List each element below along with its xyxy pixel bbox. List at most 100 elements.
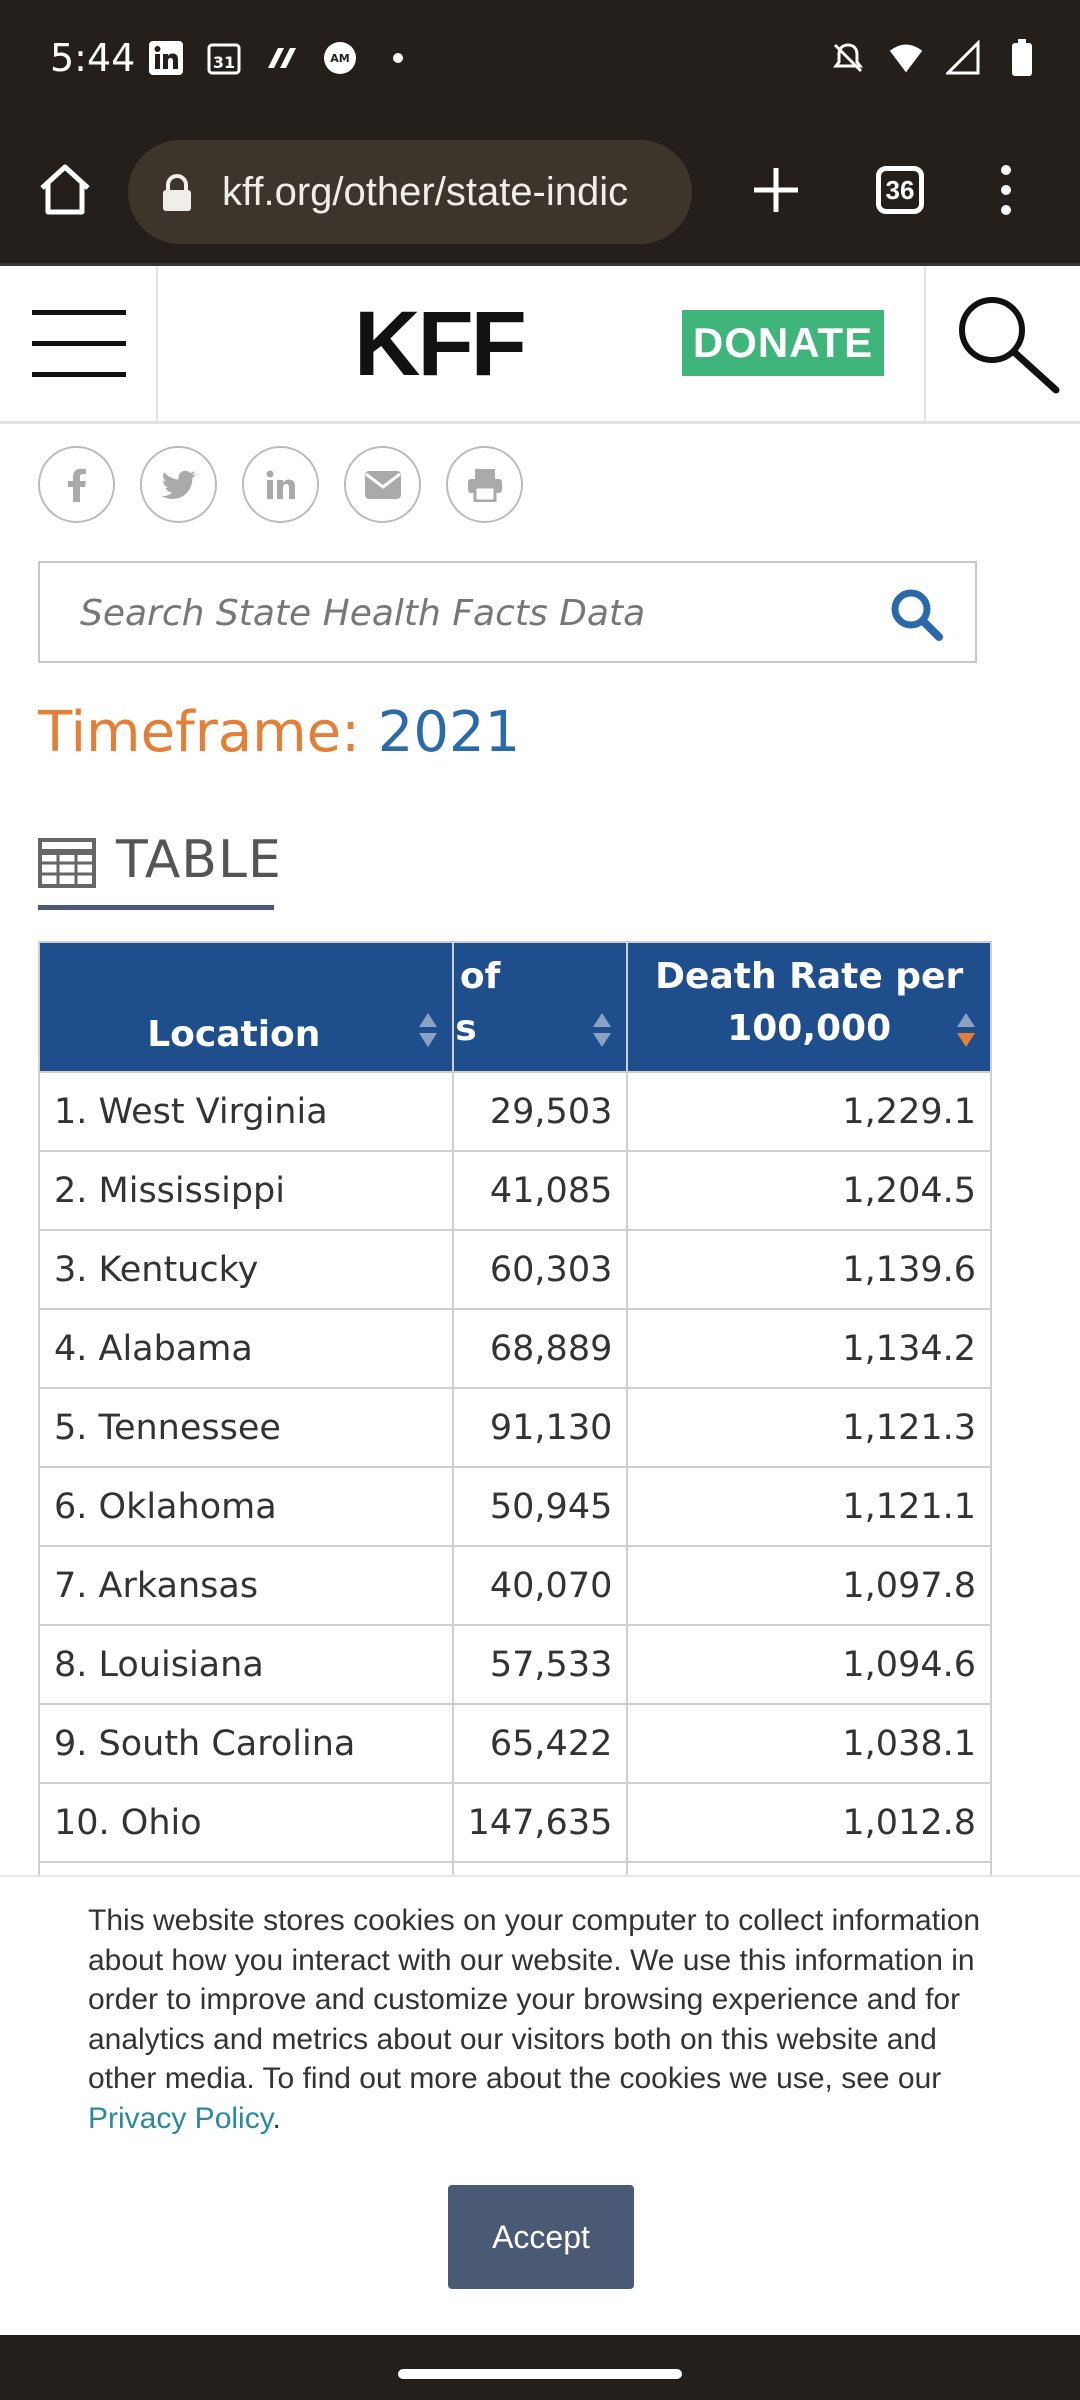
url-text[interactable]: kff.org/other/state-indic xyxy=(222,170,629,214)
column-header-deaths-line2: ns xyxy=(455,1008,477,1049)
column-header-number-of-deaths[interactable]: r of ns xyxy=(451,941,629,1073)
timeframe: Timeframe: 2021 xyxy=(38,700,520,765)
accept-cookies-button[interactable]: Accept xyxy=(448,2185,634,2289)
kff-logo[interactable]: KFF xyxy=(354,293,527,395)
cookie-banner: This website stores cookies on your comp… xyxy=(0,1875,1080,2335)
email-icon[interactable] xyxy=(344,446,421,523)
new-tab-icon[interactable] xyxy=(748,162,804,223)
deaths-cell: 68,889 xyxy=(451,1308,629,1389)
sort-icon[interactable] xyxy=(592,1011,612,1049)
state-health-facts-search xyxy=(38,561,977,663)
rate-cell: 1,139.6 xyxy=(626,1229,992,1310)
timeframe-year[interactable]: 2021 xyxy=(377,700,521,765)
table-row: 5. Tennessee 91,130 1,121.3 xyxy=(38,1387,992,1468)
status-bar: 5:44 31 AM xyxy=(0,0,1080,118)
location-cell: 1. West Virginia xyxy=(38,1071,454,1152)
timeframe-label: Timeframe: xyxy=(38,700,360,765)
site-header: KFF DONATE xyxy=(0,266,1080,424)
table-row: 10. Ohio 147,635 1,012.8 xyxy=(38,1782,992,1863)
location-cell: 6. Oklahoma xyxy=(38,1466,454,1547)
linkedin-icon[interactable] xyxy=(242,446,319,523)
table-row: 6. Oklahoma 50,945 1,121.1 xyxy=(38,1466,992,1547)
navigation-bar xyxy=(0,2335,1080,2400)
facebook-icon[interactable] xyxy=(38,446,115,523)
print-icon[interactable] xyxy=(446,446,523,523)
system-icons xyxy=(830,39,1040,76)
cookie-message-suffix: . xyxy=(272,2101,281,2135)
table-row: 8. Louisiana 57,533 1,094.6 xyxy=(38,1624,992,1705)
rate-cell: 1,038.1 xyxy=(626,1703,992,1784)
deaths-cell: 40,070 xyxy=(451,1545,629,1626)
deaths-cell: 147,635 xyxy=(451,1782,629,1863)
amex-icon: AM xyxy=(322,40,358,76)
signal-icon xyxy=(946,40,982,76)
location-cell: 7. Arkansas xyxy=(38,1545,454,1626)
sort-descending-icon[interactable] xyxy=(956,1011,976,1049)
location-cell: 4. Alabama xyxy=(38,1308,454,1389)
donate-button[interactable]: DONATE xyxy=(682,310,884,376)
dot-icon xyxy=(380,40,416,76)
table-grid-icon xyxy=(38,838,96,893)
tab-table-label: TABLE xyxy=(116,830,282,890)
deaths-cell: 91,130 xyxy=(451,1387,629,1468)
sort-icon[interactable] xyxy=(418,1011,438,1049)
deaths-cell: 57,533 xyxy=(451,1624,629,1705)
browser-toolbar: kff.org/other/state-indic 36 xyxy=(0,118,1080,266)
cookie-message-text: This website stores cookies on your comp… xyxy=(88,1904,981,2095)
rate-cell: 1,094.6 xyxy=(626,1624,992,1705)
svg-text:31: 31 xyxy=(213,53,235,72)
location-cell: 8. Louisiana xyxy=(38,1624,454,1705)
rate-cell: 1,204.5 xyxy=(626,1150,992,1231)
rate-cell: 1,121.3 xyxy=(626,1387,992,1468)
home-gesture-handle[interactable] xyxy=(398,2369,682,2379)
share-icons xyxy=(38,446,523,523)
linkedin-icon xyxy=(148,40,184,76)
deaths-cell: 60,303 xyxy=(451,1229,629,1310)
search-input[interactable] xyxy=(80,587,860,639)
rate-cell: 1,097.8 xyxy=(626,1545,992,1626)
column-header-rate-line1: Death Rate per xyxy=(655,956,964,997)
location-cell: 10. Ohio xyxy=(38,1782,454,1863)
privacy-policy-link[interactable]: Privacy Policy xyxy=(88,2101,273,2135)
table-row: 7. Arkansas 40,070 1,097.8 xyxy=(38,1545,992,1626)
table-row: 1. West Virginia 29,503 1,229.1 xyxy=(38,1071,992,1152)
table-row: 2. Mississippi 41,085 1,204.5 xyxy=(38,1150,992,1231)
table-row: 3. Kentucky 60,303 1,139.6 xyxy=(38,1229,992,1310)
address-bar[interactable]: kff.org/other/state-indic xyxy=(128,140,692,244)
column-header-death-rate[interactable]: Death Rate per 100,000 xyxy=(626,941,992,1073)
wifi-icon xyxy=(888,40,924,76)
svg-text:AM: AM xyxy=(330,52,349,65)
location-cell: 9. South Carolina xyxy=(38,1703,454,1784)
deaths-cell: 29,503 xyxy=(451,1071,629,1152)
rate-cell: 1,134.2 xyxy=(626,1308,992,1389)
tab-switcher-button[interactable]: 36 xyxy=(876,166,924,214)
column-header-location-label: Location xyxy=(147,1014,321,1055)
table-row: 9. South Carolina 65,422 1,038.1 xyxy=(38,1703,992,1784)
tab-table[interactable]: TABLE xyxy=(38,830,281,910)
site-search-icon[interactable] xyxy=(924,266,1080,421)
state-data-table: Location r of ns Death Rate per 100,000 … xyxy=(38,941,992,1942)
rate-cell: 1,229.1 xyxy=(626,1071,992,1152)
column-header-deaths-line1: r of xyxy=(455,956,501,997)
overflow-menu-icon[interactable] xyxy=(996,162,1016,223)
deaths-cell: 41,085 xyxy=(451,1150,629,1231)
location-cell: 5. Tennessee xyxy=(38,1387,454,1468)
table-body: 1. West Virginia 29,503 1,229.1 2. Mississ… xyxy=(38,1071,992,1942)
location-cell: 3. Kentucky xyxy=(38,1229,454,1310)
lock-icon xyxy=(160,174,194,217)
deaths-cell: 50,945 xyxy=(451,1466,629,1547)
home-icon[interactable] xyxy=(34,158,96,220)
table-row: 4. Alabama 68,889 1,134.2 xyxy=(38,1308,992,1389)
rate-cell: 1,012.8 xyxy=(626,1782,992,1863)
rate-cell: 1,121.1 xyxy=(626,1466,992,1547)
column-header-rate-line2: 100,000 xyxy=(727,1008,892,1049)
do-not-disturb-icon xyxy=(830,40,866,76)
cookie-message: This website stores cookies on your comp… xyxy=(88,1901,998,2138)
twitter-icon[interactable] xyxy=(140,446,217,523)
battery-icon xyxy=(1004,39,1040,76)
column-header-location[interactable]: Location xyxy=(38,941,454,1073)
calendar-31-icon: 31 xyxy=(206,40,242,76)
hamburger-menu-icon[interactable] xyxy=(0,266,158,421)
search-icon[interactable] xyxy=(887,585,945,648)
notification-icons: 31 AM xyxy=(148,40,416,76)
